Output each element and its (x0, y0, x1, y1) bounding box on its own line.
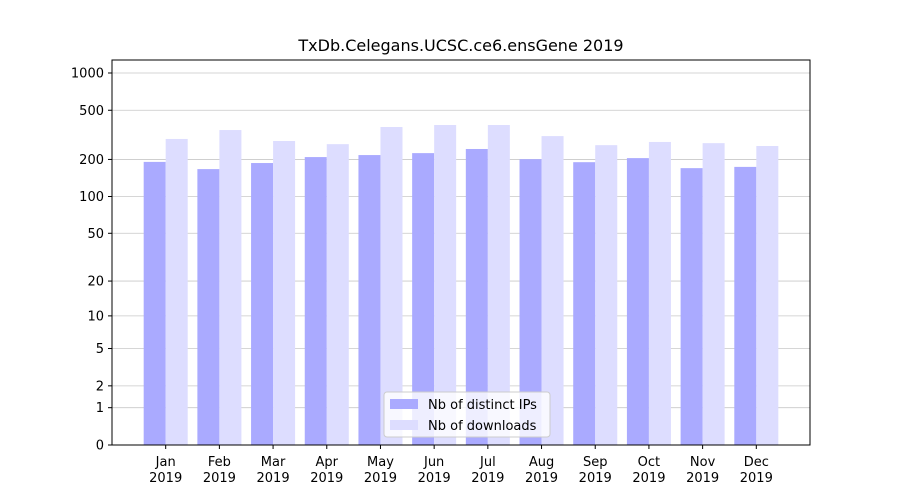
y-tick-label: 10 (87, 309, 104, 324)
bar (573, 162, 596, 445)
y-tick-label: 50 (87, 227, 104, 242)
legend-label: Nb of distinct IPs (428, 398, 537, 413)
bar (626, 158, 649, 445)
x-tick-label: Nov 2019 (686, 455, 719, 486)
bar (273, 141, 296, 445)
bar (251, 163, 274, 445)
x-tick-label: Mar 2019 (257, 455, 290, 486)
legend-swatch (390, 420, 418, 430)
y-tick-label: 500 (79, 104, 104, 119)
x-tick-label: Jul 2019 (471, 455, 504, 486)
bar (304, 157, 327, 445)
bar (143, 161, 166, 445)
bar (487, 124, 510, 445)
bar (358, 155, 381, 446)
bar (219, 130, 242, 445)
x-tick-label: Aug 2019 (525, 455, 558, 486)
x-tick-label: Apr 2019 (310, 455, 343, 486)
y-tick-label: 100 (79, 190, 104, 205)
y-tick-label: 1000 (71, 66, 104, 81)
x-tick-label: Jun 2019 (418, 455, 451, 486)
bar (541, 136, 564, 445)
y-tick-label: 200 (79, 153, 104, 168)
bar (756, 145, 779, 445)
y-tick-label: 0 (96, 439, 104, 454)
y-tick-label: 20 (87, 275, 104, 290)
y-tick-label: 5 (96, 342, 104, 357)
bar (519, 159, 542, 445)
x-tick-label: Jan 2019 (149, 455, 182, 486)
legend-swatch (390, 399, 418, 409)
plot-frame (111, 59, 811, 446)
bar (702, 143, 725, 445)
legend-box (383, 391, 551, 438)
x-tick-label: Sep 2019 (579, 455, 612, 486)
bar (197, 169, 220, 445)
x-tick-label: Feb 2019 (203, 455, 236, 486)
legend-label: Nb of downloads (428, 419, 537, 434)
bar (595, 145, 618, 445)
bar (648, 141, 671, 446)
y-tick-label: 1 (96, 401, 104, 416)
bar (412, 153, 435, 445)
bar (465, 148, 488, 446)
bar (734, 166, 757, 446)
chart-title: TxDb.Celegans.UCSC.ce6.ensGene 2019 (297, 36, 623, 55)
x-tick-label: Oct 2019 (632, 455, 665, 486)
bar (434, 124, 457, 445)
x-tick-label: Dec 2019 (740, 455, 773, 486)
y-tick-label: 2 (96, 379, 104, 394)
bar (680, 168, 703, 445)
bar (165, 138, 188, 446)
x-tick-label: May 2019 (364, 455, 397, 486)
bar (326, 144, 349, 445)
bar (380, 127, 403, 445)
